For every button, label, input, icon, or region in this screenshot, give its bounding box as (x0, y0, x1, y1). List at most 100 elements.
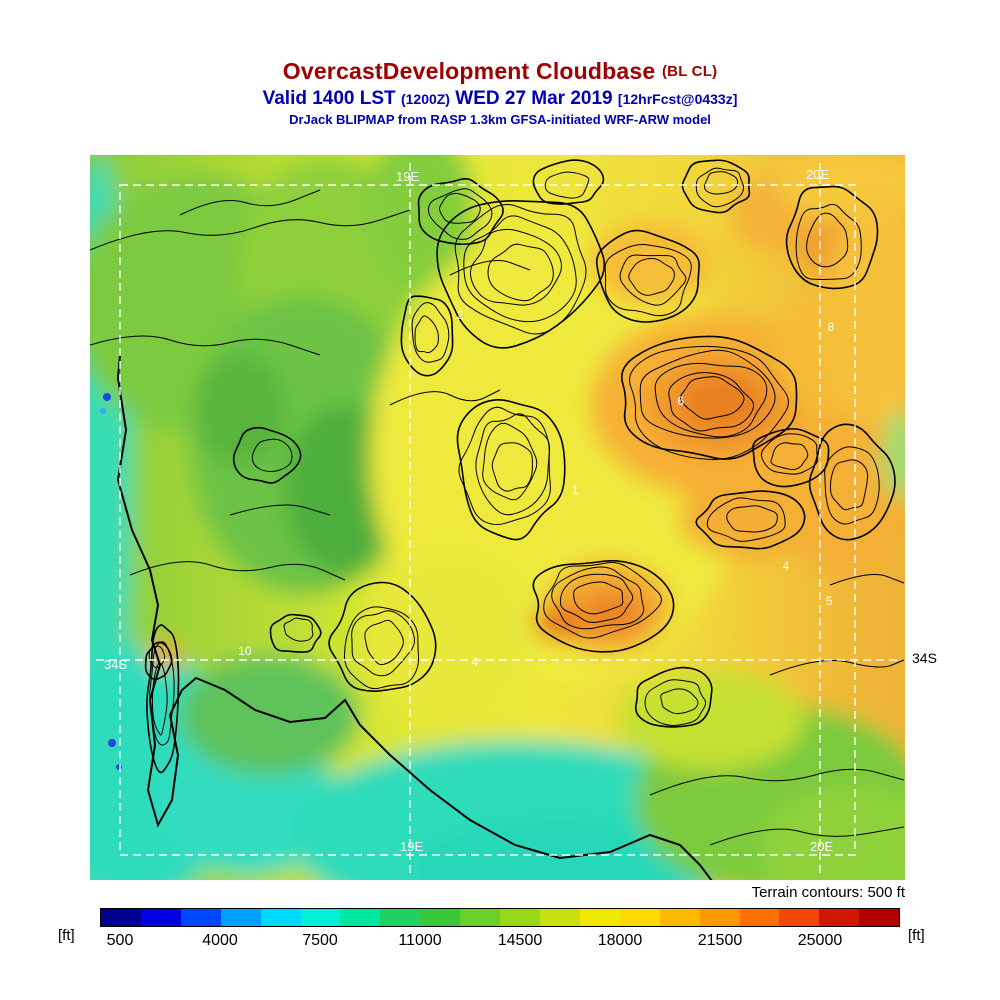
contour-line (769, 659, 905, 676)
colorbar-segment (699, 909, 740, 926)
water-spots (100, 393, 122, 770)
contour-ring (795, 203, 862, 280)
colorbar-unit-right: [ft] (908, 927, 925, 944)
contour-ring (232, 426, 302, 484)
contour-ring (532, 559, 675, 653)
colorbar-segment (539, 909, 580, 926)
map-canvas: 19E 20E 19E 20E 34S (90, 155, 905, 880)
contour-ring (400, 295, 454, 377)
contour-ring (487, 243, 554, 302)
contour-ring (364, 619, 404, 666)
colorbar-tick: 14500 (497, 932, 543, 949)
contour-ring (634, 666, 713, 728)
contour-ring (695, 490, 806, 550)
contour-ring (544, 171, 590, 199)
contour-ring (456, 399, 566, 541)
contour-line (90, 335, 321, 356)
contour-ring (551, 566, 645, 630)
colorbar-segment (380, 909, 421, 926)
title-line: OvercastDevelopment Cloudbase (BL CL) (0, 58, 1000, 85)
colorbar-segment (659, 909, 700, 926)
contour-ring (808, 423, 896, 541)
contour-ring (681, 159, 751, 214)
contour-ring (654, 362, 768, 438)
contour-ring (283, 617, 314, 642)
contour-ring (760, 433, 819, 475)
forecast-map: 19E 20E 19E 20E 34S 2 8 6 1 4 5 10 4 (90, 155, 905, 880)
contour-ring (644, 679, 707, 727)
coastline (116, 354, 713, 880)
contour-ring (695, 167, 744, 208)
colorbar-tick: 4000 (202, 932, 238, 949)
lat-label-right: 34S (912, 650, 937, 666)
graticule: 19E 20E 19E 20E 34S (96, 163, 899, 873)
contour-ring (704, 171, 739, 195)
contour-line (829, 574, 905, 586)
contour-ring (436, 200, 606, 349)
contour-line (649, 768, 905, 796)
colorbar-segment (500, 909, 540, 926)
contour-line (229, 504, 331, 516)
colorbar-segment (739, 909, 780, 926)
colorbar-tick: 11000 (398, 932, 442, 949)
model-line: DrJack BLIPMAP from RASP 1.3km GFSA-init… (289, 112, 711, 127)
contour-ring (343, 606, 420, 690)
contour-ring (454, 204, 587, 335)
colorbar-segment (579, 909, 620, 926)
contour-ring (726, 505, 778, 533)
colorbar-segment (340, 909, 381, 926)
contour-ring (251, 438, 293, 473)
contour-ring (469, 228, 562, 306)
contour-ring (427, 188, 493, 240)
colorbar-tick: 7500 (302, 932, 338, 949)
colorbar-segment (779, 909, 820, 926)
contour-line (709, 826, 905, 846)
contour-ring (621, 335, 798, 460)
forecast-run: [12hrFcst@0433z] (617, 91, 738, 107)
colorbar-segment (260, 909, 301, 926)
valid-date: WED 27 Mar 2019 (455, 88, 613, 109)
colorbar-tick: 18000 (597, 932, 643, 949)
contour-ring (706, 497, 786, 542)
contour-ring (146, 624, 180, 774)
colorbar-tick: 21500 (697, 932, 743, 949)
contour-ring (269, 613, 322, 653)
contour-ring (824, 446, 880, 525)
contour-ring (328, 581, 437, 692)
contour-ring (668, 372, 755, 432)
contour-ring (619, 254, 687, 306)
colorbar-segment (220, 909, 261, 926)
colorbar-segment (101, 909, 141, 926)
header: OvercastDevelopment Cloudbase (BL CL) Va… (0, 58, 1000, 127)
colorbar-segment (420, 909, 461, 926)
terrain-note: Terrain contours: 500 ft (751, 884, 905, 901)
contour-ring (639, 349, 776, 439)
contour-line (90, 209, 411, 251)
colorbar-segment (460, 909, 501, 926)
colorbar-segment (300, 909, 341, 926)
contour-ring (770, 442, 809, 471)
lat-label-left: 34S (104, 657, 127, 672)
colorbar-segment (859, 909, 900, 926)
valid-time: Valid 1400 LST (262, 88, 396, 109)
contour-ring (532, 159, 605, 205)
contour-ring (628, 257, 675, 296)
contour-ring (439, 192, 481, 224)
contour-ring (482, 422, 538, 501)
contour-line (179, 189, 321, 216)
contour-ring (475, 413, 551, 516)
cloudbase-color-field (90, 155, 905, 880)
contour-line (129, 561, 346, 581)
valid-line: Valid 1400 LST (1200Z) WED 27 Mar 2019 [… (0, 88, 1000, 110)
contour-ring (543, 562, 662, 639)
contour-ring (573, 581, 624, 615)
colorbar-unit-left: [ft] (58, 927, 75, 944)
colorbar-tick: 500 (106, 932, 134, 949)
page-title: OvercastDevelopment Cloudbase (282, 58, 656, 84)
contour-ring (806, 212, 849, 268)
colorbar-segment (819, 909, 860, 926)
lon-label-top-right: 20E (806, 167, 829, 182)
colorbar-tick: 25000 (797, 932, 843, 949)
contour-line (389, 389, 501, 406)
